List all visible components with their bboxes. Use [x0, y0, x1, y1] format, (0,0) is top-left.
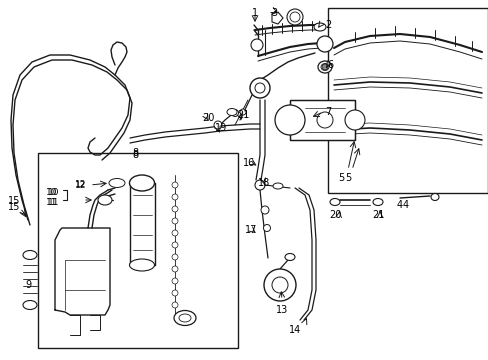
- Text: 10: 10: [46, 188, 58, 197]
- Circle shape: [271, 277, 287, 293]
- Ellipse shape: [329, 198, 339, 206]
- Text: 21: 21: [371, 210, 384, 220]
- Circle shape: [264, 269, 295, 301]
- Text: 15: 15: [8, 202, 20, 212]
- Text: 5: 5: [345, 173, 350, 183]
- Text: 9: 9: [25, 280, 31, 290]
- Bar: [38, 153, 238, 348]
- Circle shape: [172, 278, 178, 284]
- Ellipse shape: [226, 108, 237, 116]
- Text: 10: 10: [48, 188, 60, 197]
- Text: 11: 11: [48, 198, 60, 207]
- Text: 5: 5: [337, 173, 344, 183]
- Text: 18: 18: [258, 178, 270, 188]
- Ellipse shape: [98, 195, 112, 205]
- Text: 20: 20: [202, 113, 214, 123]
- Ellipse shape: [23, 301, 37, 310]
- Ellipse shape: [174, 310, 196, 325]
- Ellipse shape: [430, 194, 438, 201]
- Text: 7: 7: [325, 107, 330, 117]
- Circle shape: [172, 242, 178, 248]
- Ellipse shape: [313, 23, 325, 31]
- Circle shape: [172, 218, 178, 224]
- Ellipse shape: [289, 12, 299, 22]
- Ellipse shape: [372, 198, 382, 206]
- Circle shape: [263, 225, 270, 231]
- Text: 16: 16: [243, 158, 255, 168]
- Ellipse shape: [317, 61, 331, 73]
- Circle shape: [172, 230, 178, 236]
- Text: 12: 12: [75, 180, 86, 189]
- Text: 8: 8: [132, 150, 138, 160]
- Text: 4: 4: [396, 200, 402, 210]
- Text: 2: 2: [325, 20, 330, 30]
- Ellipse shape: [129, 259, 154, 271]
- Circle shape: [249, 78, 269, 98]
- Ellipse shape: [23, 251, 37, 260]
- Circle shape: [172, 266, 178, 272]
- Text: 12: 12: [75, 181, 86, 190]
- Circle shape: [172, 194, 178, 200]
- Ellipse shape: [274, 105, 305, 135]
- Ellipse shape: [179, 314, 191, 322]
- Circle shape: [254, 180, 264, 190]
- Bar: [289, 100, 354, 140]
- Text: 8: 8: [132, 148, 138, 158]
- Circle shape: [172, 182, 178, 188]
- Circle shape: [321, 64, 327, 70]
- Ellipse shape: [272, 183, 283, 189]
- Ellipse shape: [109, 179, 125, 188]
- Circle shape: [172, 302, 178, 308]
- Circle shape: [172, 254, 178, 260]
- Text: 4: 4: [402, 200, 408, 210]
- Text: 15: 15: [8, 196, 20, 206]
- Ellipse shape: [129, 175, 154, 191]
- Circle shape: [250, 39, 263, 51]
- Ellipse shape: [285, 253, 294, 261]
- Bar: [327, 8, 487, 193]
- Circle shape: [214, 121, 222, 129]
- Circle shape: [254, 83, 264, 93]
- Circle shape: [172, 206, 178, 212]
- Circle shape: [261, 206, 268, 214]
- Text: 20: 20: [328, 210, 341, 220]
- Text: 21: 21: [237, 110, 249, 120]
- Circle shape: [172, 290, 178, 296]
- Text: 1: 1: [251, 8, 258, 18]
- Circle shape: [316, 36, 332, 52]
- Ellipse shape: [345, 110, 364, 130]
- Ellipse shape: [320, 63, 328, 71]
- Text: 19: 19: [215, 123, 227, 133]
- Text: 17: 17: [244, 225, 257, 235]
- Circle shape: [240, 109, 245, 115]
- Text: 13: 13: [275, 305, 287, 315]
- Circle shape: [316, 112, 332, 128]
- Text: 11: 11: [46, 198, 58, 207]
- Text: 3: 3: [270, 8, 277, 18]
- Circle shape: [231, 109, 238, 117]
- Text: 14: 14: [288, 325, 301, 335]
- Circle shape: [286, 9, 303, 25]
- Bar: [289, 100, 354, 140]
- Text: 6: 6: [326, 60, 332, 70]
